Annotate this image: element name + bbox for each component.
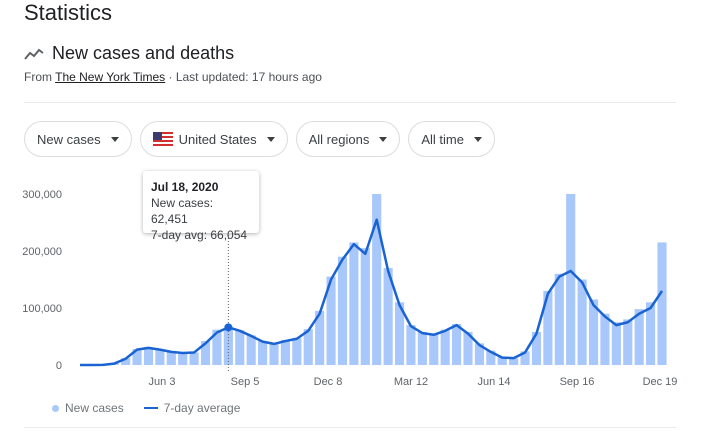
caret-down-icon: [473, 136, 482, 142]
case-bar: [360, 248, 370, 365]
avg-line: [80, 218, 664, 367]
country-dropdown[interactable]: United States: [139, 121, 288, 157]
case-bar: [349, 242, 359, 365]
case-bar: [417, 331, 427, 365]
case-bar: [383, 268, 393, 365]
tooltip-date: Jul 18, 2020: [151, 180, 219, 194]
caret-down-icon: [379, 136, 388, 142]
case-bar: [337, 256, 348, 365]
case-bar: [372, 194, 382, 365]
region-dropdown[interactable]: All regions: [295, 121, 401, 157]
case-bar: [509, 358, 519, 365]
case-bar: [452, 323, 462, 365]
legend-line-swatch: [143, 407, 158, 409]
time-range-dropdown-label: All time: [421, 131, 464, 147]
case-bar: [143, 347, 154, 365]
divider: [24, 427, 676, 428]
chart-legend: New cases 7-day average: [52, 401, 240, 415]
case-bar: [132, 349, 142, 365]
case-bar: [303, 329, 313, 365]
source-link[interactable]: The New York Times: [55, 70, 166, 84]
case-bar: [463, 331, 473, 365]
case-bar: [212, 329, 222, 365]
case-bar: [531, 331, 542, 365]
region-dropdown-label: All regions: [308, 131, 370, 147]
filter-bar: New cases United States All regions All …: [24, 121, 495, 157]
case-bar: [520, 351, 530, 365]
time-range-dropdown[interactable]: All time: [408, 121, 495, 157]
case-bar: [543, 290, 553, 365]
case-bar: [315, 310, 325, 365]
case-bar: [269, 343, 279, 365]
last-updated: · Last updated: 17 hours ago: [165, 70, 322, 84]
case-bar: [554, 273, 564, 365]
source-line: From The New York Times · Last updated: …: [24, 70, 322, 84]
legend-bars-swatch: [52, 404, 59, 412]
page-title: Statistics: [24, 0, 113, 25]
hover-point: [224, 323, 233, 332]
caret-down-icon: [110, 136, 119, 142]
case-bar: [600, 313, 610, 365]
case-bar: [406, 325, 416, 365]
x-tick-label: Mar 12: [394, 376, 428, 388]
divider: [24, 102, 676, 103]
x-tick-label: Jun 3: [149, 376, 176, 388]
case-bar: [235, 330, 245, 365]
case-bar: [429, 334, 439, 365]
case-bar: [326, 276, 336, 365]
section-title: New cases and deaths: [52, 43, 235, 63]
x-tick-label: Dec 8: [314, 376, 343, 388]
case-bar: [440, 329, 450, 365]
case-bar: [166, 351, 176, 365]
case-bar: [121, 358, 131, 365]
source-prefix: From: [24, 70, 56, 84]
case-bar: [566, 194, 576, 365]
case-bar: [223, 329, 233, 365]
case-bar: [246, 335, 256, 365]
x-tick-label: Sep 5: [231, 376, 260, 388]
case-bar: [258, 341, 268, 365]
case-bar: [646, 302, 656, 365]
case-bar: [189, 352, 199, 365]
x-tick-label: Jun 14: [477, 376, 510, 388]
tooltip-avg: 7-day avg: 66,054: [151, 228, 248, 242]
case-bar: [588, 299, 599, 365]
metric-dropdown[interactable]: New cases: [24, 121, 132, 157]
case-bar: [623, 319, 633, 365]
case-bar: [577, 279, 587, 365]
y-tick-label: 200,000: [22, 246, 62, 258]
legend-bars-label: New cases: [65, 401, 124, 415]
section-header: New cases and deaths: [24, 43, 234, 64]
case-bar: [474, 343, 484, 365]
case-bar: [611, 322, 621, 365]
case-bar: [486, 350, 496, 365]
legend-line-label: 7-day average: [163, 401, 241, 415]
case-bar: [657, 242, 667, 365]
trend-line-icon: [24, 48, 44, 60]
us-flag-icon: [152, 132, 173, 146]
chart-tooltip: Jul 18, 2020 New cases: 62,451 7-day avg…: [143, 171, 259, 242]
cases-chart[interactable]: 0 100,000 200,000 300,000 Jun 3 Sep 5 Dec 8 Mar…: [0, 160, 718, 390]
metric-dropdown-label: New cases: [37, 131, 101, 147]
case-bar: [200, 341, 211, 365]
y-tick-label: 300,000: [22, 189, 62, 201]
case-bar: [155, 349, 165, 365]
case-bar: [497, 357, 507, 365]
y-tick-label: 0: [56, 360, 62, 372]
x-tick-label: Dec 19: [643, 376, 678, 388]
case-bar: [292, 338, 302, 365]
country-dropdown-label: United States: [178, 131, 257, 147]
case-bar: [280, 339, 290, 365]
x-tick-label: Sep 16: [560, 376, 595, 388]
case-bar: [178, 353, 188, 365]
y-tick-label: 100,000: [22, 303, 62, 315]
tooltip-new-cases: New cases: 62,451: [151, 196, 214, 226]
caret-down-icon: [266, 136, 275, 142]
case-bar: [634, 309, 644, 365]
case-bar: [394, 302, 405, 365]
